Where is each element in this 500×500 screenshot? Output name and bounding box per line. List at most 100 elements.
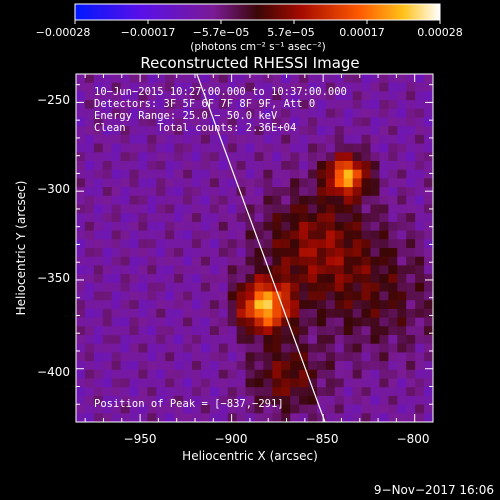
heatmap-cell [290, 169, 300, 179]
heatmap-cell [263, 91, 273, 101]
heatmap-cell [424, 82, 433, 92]
heatmap-cell [397, 300, 407, 310]
heatmap-cell [111, 82, 122, 92]
heatmap-cell [138, 248, 148, 258]
heatmap-cell [174, 204, 184, 214]
heatmap-cell [236, 134, 246, 144]
heatmap-cell [200, 82, 211, 92]
heatmap-cell [334, 378, 345, 388]
heatmap-cell [147, 152, 157, 162]
heatmap-cell [156, 265, 166, 275]
heatmap-cell [254, 248, 264, 258]
heatmap-cell [183, 100, 193, 110]
heatmap-cell [138, 404, 148, 414]
heatmap-cell [343, 143, 354, 153]
heatmap-cell [397, 178, 407, 188]
heatmap-cell [84, 291, 95, 301]
heatmap-cell [415, 248, 425, 258]
heatmap-cell [352, 248, 363, 258]
heatmap-cell [209, 74, 220, 84]
heatmap-cell [254, 413, 264, 422]
heatmap-cell [147, 91, 157, 101]
heatmap-cell [76, 256, 86, 266]
heatmap-cell [218, 300, 229, 310]
heatmap-cell [308, 343, 318, 353]
heatmap-cell [370, 187, 380, 197]
heatmap-cell [138, 395, 148, 405]
heatmap-cell [209, 274, 220, 284]
heatmap-cell [236, 404, 246, 414]
heatmap-cell [156, 308, 166, 318]
heatmap-cell [343, 352, 354, 362]
heatmap-cell [406, 291, 416, 301]
heatmap-cell [254, 274, 264, 284]
heatmap-cell [174, 361, 184, 371]
heatmap-cell [316, 221, 327, 231]
heatmap-cell [316, 256, 327, 266]
heatmap-cell [308, 248, 318, 258]
heatmap-cell [156, 291, 166, 301]
heatmap-cell [245, 248, 255, 258]
heatmap-cell [370, 335, 380, 345]
heatmap-cell [388, 108, 398, 118]
heatmap-cell [165, 169, 175, 179]
heatmap-cell [76, 204, 86, 214]
heatmap-cell [263, 126, 273, 136]
heatmap-cell [334, 100, 345, 110]
heatmap-cell [254, 117, 264, 127]
heatmap-cell [138, 169, 148, 179]
heatmap-cell [370, 221, 380, 231]
heatmap-cell [111, 352, 122, 362]
heatmap-cell [379, 143, 389, 153]
heatmap-cell [129, 221, 139, 231]
heatmap-cell [147, 291, 157, 301]
heatmap-cell [200, 282, 211, 292]
heatmap-cell [120, 82, 130, 92]
heatmap-cell [120, 195, 130, 205]
heatmap-cell [254, 221, 264, 231]
heatmap-cell [379, 404, 389, 414]
heatmap-cell [192, 361, 202, 371]
heatmap-cell [397, 82, 407, 92]
heatmap-cell [209, 361, 220, 371]
heatmap-cell [174, 195, 184, 205]
heatmap-cell [138, 82, 148, 92]
heatmap-cell [165, 178, 175, 188]
heatmap-cell [299, 126, 309, 136]
heatmap-cell [192, 265, 202, 275]
heatmap-cell [227, 300, 238, 310]
heatmap-cell [218, 248, 229, 258]
heatmap-cell [424, 91, 433, 101]
heatmap-cell [76, 300, 86, 310]
heatmap-cell [209, 352, 220, 362]
heatmap-cell [245, 387, 255, 397]
heatmap-cell [272, 343, 282, 353]
heatmap-cell [361, 300, 371, 310]
heatmap-cell [236, 178, 246, 188]
heatmap-cell [227, 108, 238, 118]
heatmap-cell [406, 187, 416, 197]
heatmap-cell [102, 169, 113, 179]
heatmap-cell [406, 213, 416, 223]
heatmap-cell [343, 248, 354, 258]
heatmap-cell [254, 387, 264, 397]
heatmap-cell [308, 213, 318, 223]
heatmap-cell [120, 256, 130, 266]
heatmap-cell [102, 187, 113, 197]
heatmap-cell [290, 187, 300, 197]
heatmap-cell [156, 343, 166, 353]
heatmap-cell [379, 387, 389, 397]
heatmap-cell [281, 108, 291, 118]
heatmap-cell [370, 387, 380, 397]
heatmap-cell [397, 274, 407, 284]
heatmap-cell [388, 274, 398, 284]
heatmap-cell [290, 378, 300, 388]
heatmap-cell [111, 317, 122, 327]
heatmap-cell [272, 195, 282, 205]
heatmap-cell [379, 195, 389, 205]
heatmap-cell [272, 378, 282, 388]
heatmap-cell [245, 169, 255, 179]
heatmap-cell [254, 404, 264, 414]
heatmap-cell [406, 74, 416, 84]
heatmap-cell [129, 126, 139, 136]
